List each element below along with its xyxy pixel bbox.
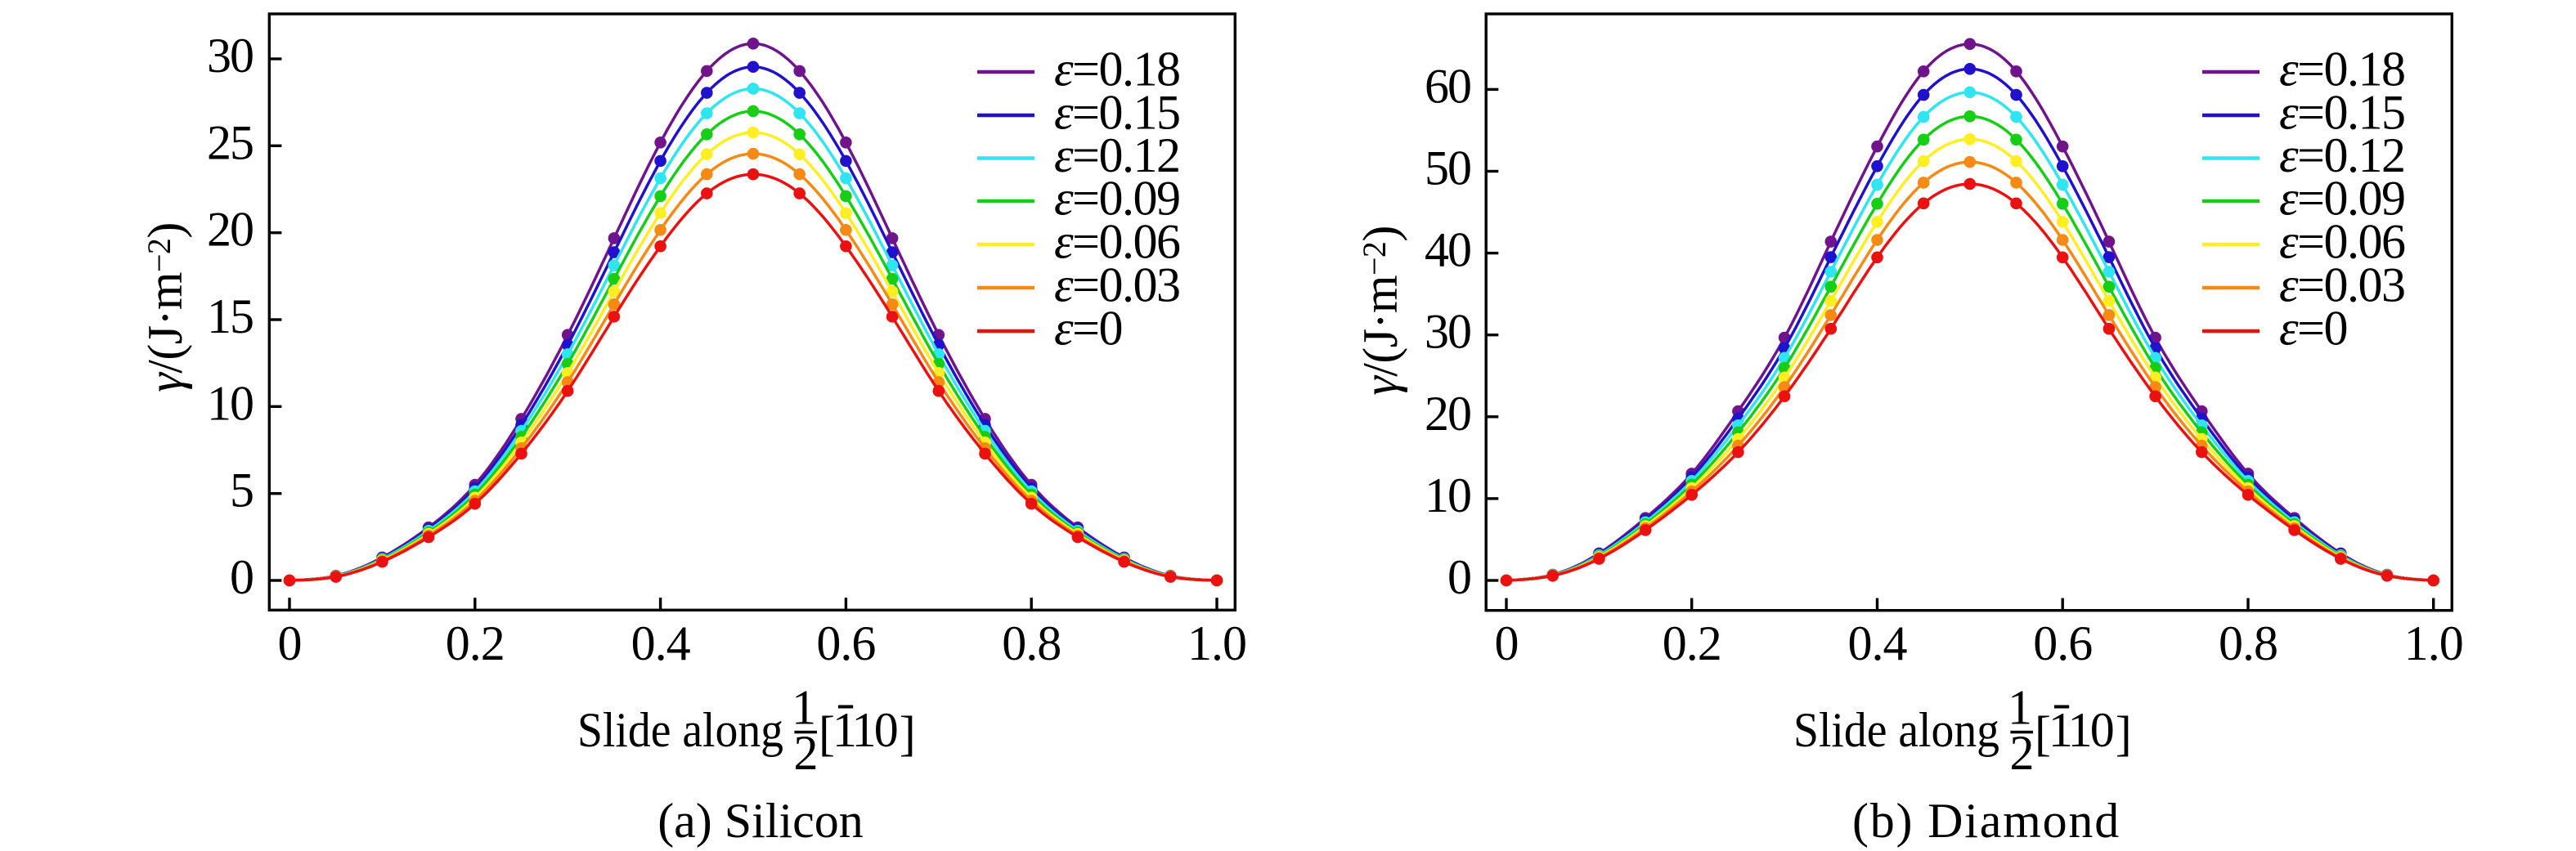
svg-text:ε=0.18: ε=0.18 xyxy=(1054,43,1180,96)
svg-text:15: 15 xyxy=(207,289,253,343)
svg-text:ε=0.12: ε=0.12 xyxy=(1054,128,1180,182)
svg-text:10: 10 xyxy=(207,376,253,430)
svg-text:0: 0 xyxy=(2090,703,2115,757)
svg-text:ε=0.06: ε=0.06 xyxy=(2279,215,2405,269)
svg-text:(a) Silicon: (a) Silicon xyxy=(657,794,864,848)
svg-text:2: 2 xyxy=(794,726,819,780)
svg-text:ε=0.09: ε=0.09 xyxy=(2279,172,2405,226)
svg-text:1: 1 xyxy=(2008,680,2032,734)
svg-text:60: 60 xyxy=(1425,59,1470,113)
svg-text:ε=0.03: ε=0.03 xyxy=(2279,258,2405,312)
svg-text:2: 2 xyxy=(2010,726,2035,780)
svg-text:20: 20 xyxy=(1425,387,1470,441)
svg-text:0: 0 xyxy=(278,616,302,670)
svg-text:5: 5 xyxy=(230,464,253,517)
svg-text:ε=0.15: ε=0.15 xyxy=(1054,86,1180,140)
svg-text:1: 1 xyxy=(2049,703,2073,757)
svg-text:ε=0: ε=0 xyxy=(2279,302,2347,356)
svg-text:25: 25 xyxy=(207,115,253,169)
svg-text:ε=0.12: ε=0.12 xyxy=(2279,128,2405,182)
svg-text:ε=0.09: ε=0.09 xyxy=(1054,172,1180,226)
svg-text:0: 0 xyxy=(1447,550,1470,604)
svg-text:50: 50 xyxy=(1425,141,1470,195)
svg-text:]: ] xyxy=(900,707,916,761)
svg-text:[: [ xyxy=(819,707,835,761)
svg-text:ε=0.03: ε=0.03 xyxy=(1054,258,1180,312)
svg-text:1: 1 xyxy=(792,680,816,734)
svg-text:0.2: 0.2 xyxy=(446,616,505,670)
svg-text:Slide along: Slide along xyxy=(1793,703,1999,757)
svg-text:1: 1 xyxy=(2068,703,2093,757)
svg-text:0: 0 xyxy=(230,550,253,604)
svg-text:0.6: 0.6 xyxy=(2033,616,2092,670)
svg-text:30: 30 xyxy=(1425,305,1470,359)
svg-text:1.0: 1.0 xyxy=(2404,616,2463,670)
svg-text:0.8: 0.8 xyxy=(2219,616,2278,670)
svg-text:0: 0 xyxy=(1495,616,1519,670)
svg-text:1: 1 xyxy=(852,703,877,757)
svg-text:1.0: 1.0 xyxy=(1187,616,1246,670)
svg-text:[: [ xyxy=(2035,707,2051,761)
svg-text:ε=0.15: ε=0.15 xyxy=(2279,86,2405,140)
svg-text:0.8: 0.8 xyxy=(1002,616,1061,670)
svg-text:0: 0 xyxy=(874,703,899,757)
svg-text:]: ] xyxy=(2116,707,2132,761)
svg-text:10: 10 xyxy=(1425,468,1470,522)
svg-text:0.4: 0.4 xyxy=(1848,616,1908,670)
svg-text:0.4: 0.4 xyxy=(631,616,691,670)
svg-text:(b) Diamond: (b) Diamond xyxy=(1852,794,2120,848)
svg-text:ε=0: ε=0 xyxy=(1054,302,1122,356)
svg-text:0.6: 0.6 xyxy=(816,616,875,670)
svg-text:30: 30 xyxy=(207,29,253,83)
svg-text:0.2: 0.2 xyxy=(1663,616,1721,670)
svg-text:ε=0.18: ε=0.18 xyxy=(2279,43,2405,96)
svg-text:20: 20 xyxy=(207,203,253,257)
svg-text:ε=0.06: ε=0.06 xyxy=(1054,215,1180,269)
svg-text:1: 1 xyxy=(832,703,857,757)
svg-text:40: 40 xyxy=(1425,223,1470,277)
svg-text:Slide along: Slide along xyxy=(577,703,783,757)
